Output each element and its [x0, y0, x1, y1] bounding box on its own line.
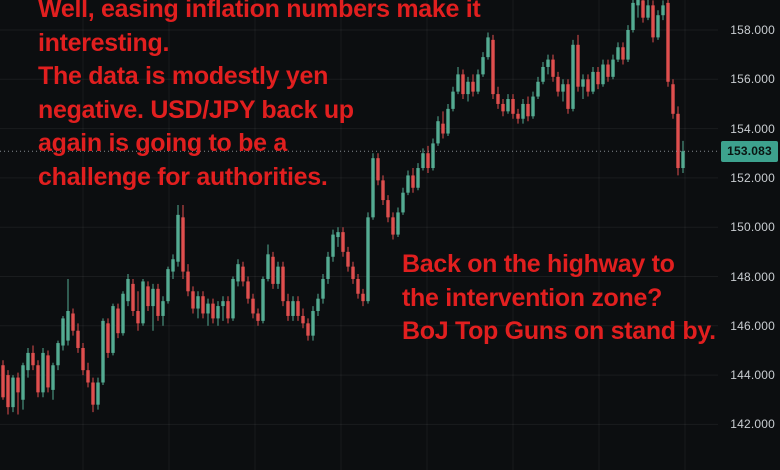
annotation-line: the intervention zone? [402, 283, 663, 312]
annotation-line: challenge for authorities. [38, 162, 328, 191]
last-price-tag: 153.083 [721, 140, 778, 162]
annotation-line: again is going to be a [38, 129, 287, 157]
price-axis-label: 152.000 [730, 170, 775, 185]
annotation-line: The data is modestly yen [38, 62, 329, 90]
annotation-line: Back on the highway to [402, 250, 675, 278]
last-price-value: 153.083 [727, 144, 772, 159]
price-axis-label: 146.000 [730, 318, 775, 333]
price-axis-label: 156.000 [730, 72, 775, 87]
chart-area[interactable]: Well, easing inflation numbers make it i… [0, 0, 718, 470]
annotation-bottom-right: Back on the highway to the intervention … [402, 248, 716, 349]
annotation-line: BoJ Top Guns on stand by. [402, 317, 716, 345]
annotation-top-left: Well, easing inflation numbers make it i… [38, 0, 481, 194]
price-axis-label: 158.000 [730, 23, 775, 37]
candlestick-chart [0, 0, 718, 470]
price-axis-label: 148.000 [730, 269, 775, 284]
annotation-line: negative. USD/JPY back up [38, 95, 354, 124]
price-axis-label: 144.000 [730, 368, 775, 383]
price-axis[interactable]: 158.000 156.000 154.000 152.000 150.000 148.0… [718, 0, 780, 470]
annotation-line: Well, easing inflation numbers make it [38, 0, 481, 23]
price-axis-label: 142.000 [730, 417, 775, 432]
price-axis-label: 154.000 [730, 121, 775, 136]
annotation-line: interesting. [38, 28, 170, 57]
price-axis-label: 150.000 [730, 220, 775, 235]
